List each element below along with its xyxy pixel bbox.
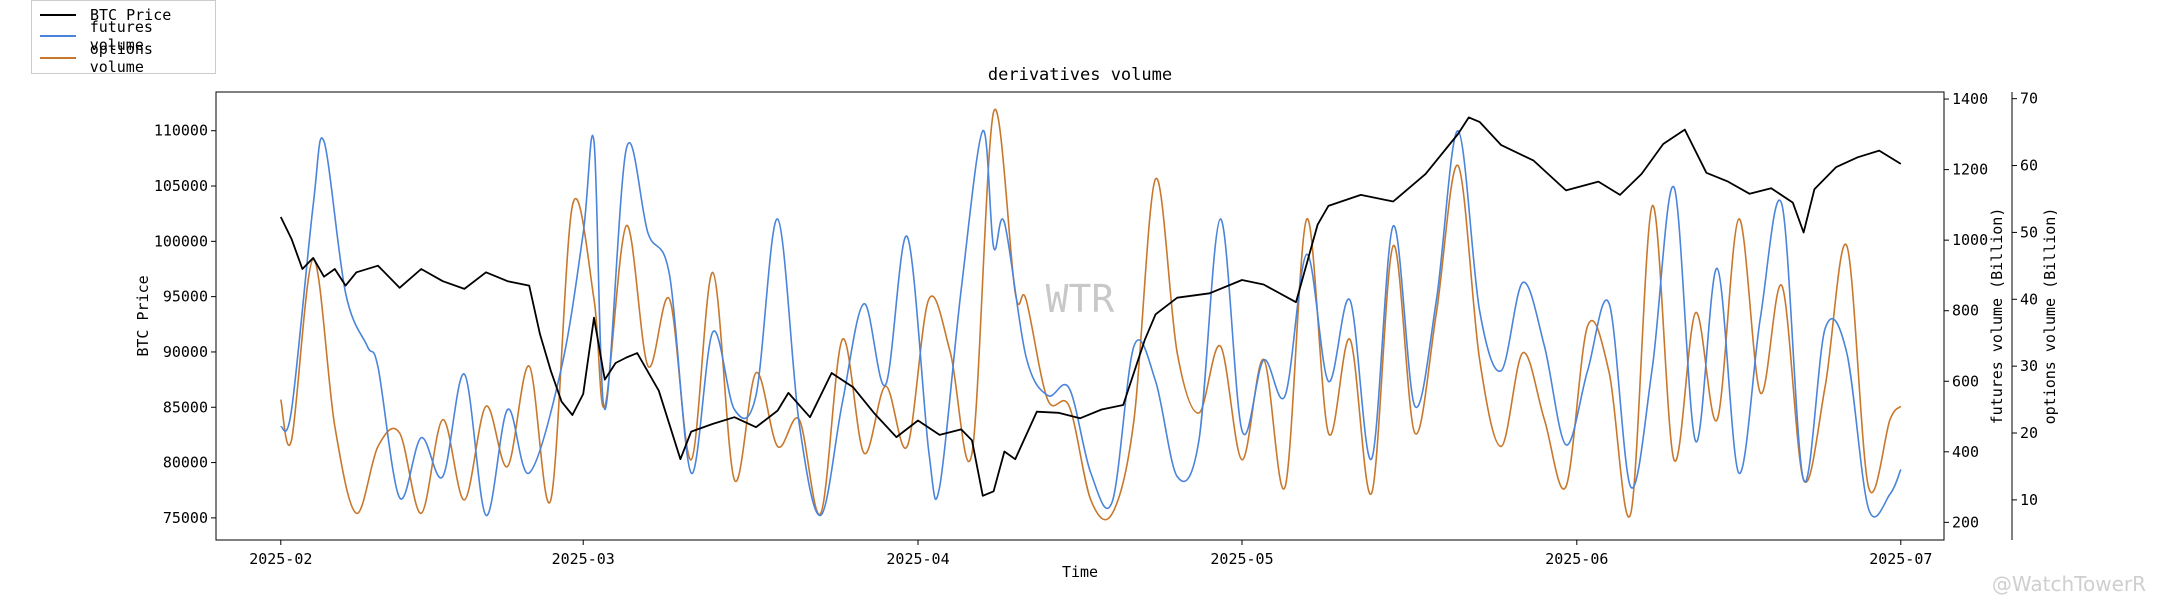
y-axis-futures-label: futures volume (Billion)	[1988, 208, 2006, 425]
chart-title: derivatives volume	[988, 65, 1172, 85]
x-tick-label: 2025-06	[1545, 550, 1608, 568]
x-tick-label: 2025-05	[1210, 550, 1273, 568]
x-tick-label: 2025-07	[1869, 550, 1932, 568]
y-left-tick-label: 75000	[163, 509, 208, 527]
legend-item-futures-volume: futures volume	[40, 18, 215, 54]
y-left-tick-label: 105000	[154, 177, 208, 195]
legend-item-btc-price: BTC Price	[40, 5, 171, 25]
y-futures-tick-label: 1200	[1952, 161, 1988, 179]
series-futures-volume-line	[280, 129, 1902, 518]
legend-swatch-btc-price	[40, 14, 76, 16]
y-left-tick-label: 100000	[154, 232, 208, 250]
x-tick-label: 2025-04	[886, 550, 949, 568]
y-futures-tick-label: 200	[1952, 513, 1979, 531]
legend-item-options-volume: options volume	[40, 40, 215, 76]
legend-label-options-volume: options volume	[89, 40, 153, 76]
y-options-tick-label: 40	[2020, 290, 2038, 308]
legend-swatch-futures-volume	[40, 35, 76, 37]
legend-label-futures-volume: futures volume	[89, 18, 153, 54]
y-left-tick-label: 90000	[163, 343, 208, 361]
x-axis-label: Time	[1062, 563, 1098, 581]
corner-watermark: @WatchTowerR	[1991, 572, 2146, 596]
y-options-tick-label: 30	[2020, 357, 2038, 375]
legend-label-btc-price: BTC Price	[90, 6, 172, 24]
y-futures-tick-label: 400	[1952, 443, 1979, 461]
y-axis-left-label: BTC Price	[134, 275, 152, 356]
y-options-tick-label: 20	[2020, 424, 2038, 442]
y-left-tick-label: 95000	[163, 288, 208, 306]
y-options-tick-label: 60	[2020, 157, 2038, 175]
series-btc-price-line	[279, 116, 1902, 497]
y-axis-options-label: options volume (Billion)	[2041, 208, 2059, 425]
y-futures-tick-label: 1400	[1952, 90, 1988, 108]
y-futures-tick-label: 800	[1952, 302, 1979, 320]
y-options-tick-label: 10	[2020, 491, 2038, 509]
y-left-tick-label: 85000	[163, 398, 208, 416]
legend: BTC Price futures volume options volume	[31, 0, 216, 76]
y-options-tick-label: 50	[2020, 223, 2038, 241]
y-left-tick-label: 80000	[163, 454, 208, 472]
y-futures-tick-label: 1000	[1952, 231, 1988, 249]
x-tick-label: 2025-03	[552, 550, 615, 568]
y-left-tick-label: 110000	[154, 122, 208, 140]
series-options-volume-line	[280, 108, 1902, 521]
y-options-tick-label: 70	[2020, 90, 2038, 108]
legend-swatch-options-volume	[40, 57, 76, 59]
plot-frame	[215, 91, 1945, 541]
y-futures-tick-label: 600	[1952, 372, 1979, 390]
watermark-text: WTR	[1046, 277, 1115, 321]
x-tick-label: 2025-02	[249, 550, 312, 568]
